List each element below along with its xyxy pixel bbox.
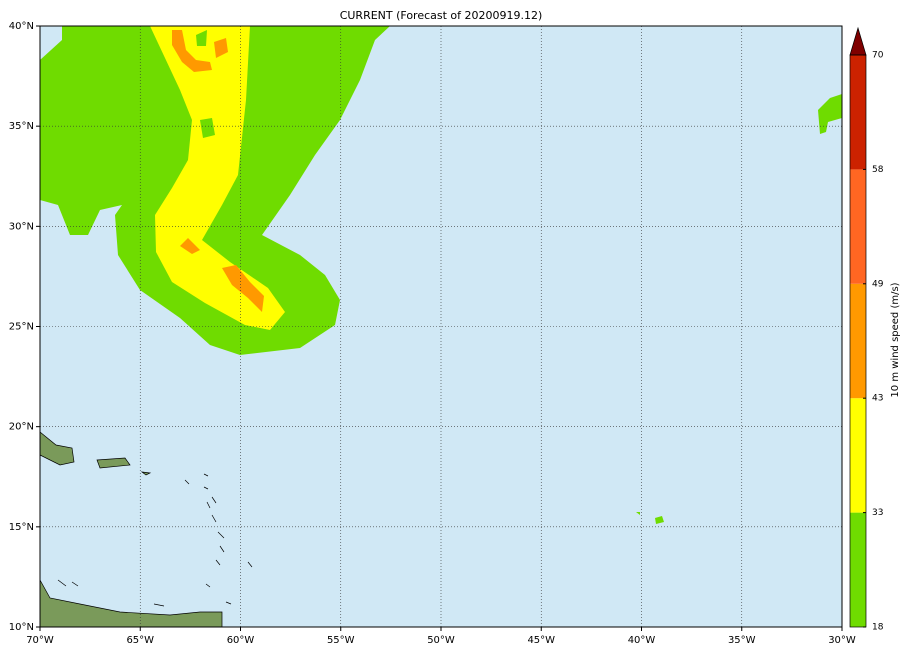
colorbar-tick-label: 49 <box>872 279 884 289</box>
y-tick-label: 20°N <box>9 422 34 433</box>
wind-area <box>636 512 664 524</box>
map-title: CURRENT (Forecast of 20200919.12) <box>340 9 543 22</box>
island-outline <box>57 473 253 607</box>
colorbar-tick-label: 43 <box>872 394 883 404</box>
y-tick-label: 30°N <box>9 221 34 232</box>
x-tick-label: 60°W <box>227 635 255 646</box>
x-tick-label: 70°W <box>26 635 54 646</box>
y-tick-label: 40°N <box>9 21 34 32</box>
colorbar-band <box>850 398 866 513</box>
x-tick-label: 35°W <box>728 635 756 646</box>
x-tick-label: 45°W <box>527 635 555 646</box>
y-tick-label: 35°N <box>9 121 34 132</box>
x-tick-label: 50°W <box>427 635 455 646</box>
colorbar-band <box>850 55 866 170</box>
y-tick-label: 10°N <box>9 622 34 633</box>
wind-area <box>172 30 264 312</box>
colorbar-band <box>850 169 866 284</box>
x-tick-label: 40°W <box>628 635 656 646</box>
y-tick-label: 25°N <box>9 322 34 333</box>
colorbar-extend <box>849 26 867 56</box>
colorbar-band <box>850 283 866 399</box>
wind-area <box>818 94 842 134</box>
colorbar-frame <box>849 54 867 628</box>
colorbar-band <box>850 512 866 627</box>
x-tick-label: 65°W <box>126 635 154 646</box>
land <box>39 431 223 628</box>
colorbar-tick-label: 58 <box>872 165 884 175</box>
colorbar-tick-label: 18 <box>872 623 884 633</box>
y-tick-label: 15°N <box>9 522 34 533</box>
wind-area <box>196 30 215 138</box>
x-tick-label: 30°W <box>828 635 856 646</box>
wind-area <box>150 26 285 330</box>
colorbar-tick-label: 70 <box>872 51 884 61</box>
colorbar-label: 10 m wind speed (m/s) <box>890 282 901 397</box>
colorbar-tick-label: 33 <box>872 508 883 518</box>
x-tick-label: 55°W <box>327 635 355 646</box>
wind-areas <box>39 26 842 628</box>
